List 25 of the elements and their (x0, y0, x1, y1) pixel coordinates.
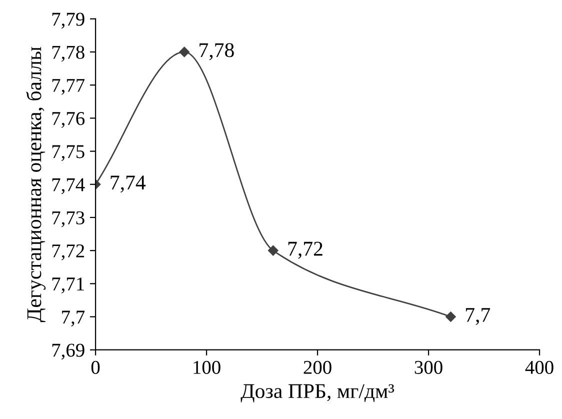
data-label: 7,7 (466, 308, 490, 325)
data-label: 7,74 (110, 176, 146, 193)
point (179, 46, 190, 58)
x-axis-title: Доза ПРБ, мг/дм³ (240, 384, 394, 402)
point (268, 245, 278, 256)
y-tick-label: 7,79 (52, 12, 84, 29)
x-tick-label: 100 (194, 360, 220, 374)
y-tick-label: 7,75 (52, 145, 84, 161)
y-tick-label: 7,74 (52, 178, 85, 194)
y-tick-label: 7,72 (52, 244, 84, 260)
data-label: 7,72 (288, 242, 322, 259)
y-tick-label: 7,71 (52, 278, 84, 294)
x-tick-label: 300 (414, 360, 442, 374)
y-tick-label: 7,69 (52, 344, 84, 360)
y-tick-label: 7,78 (52, 46, 84, 62)
point (446, 312, 456, 322)
y-tick-label: 7,76 (52, 112, 85, 128)
y-tick-label: 7,77 (52, 79, 85, 95)
y-tick-label: 7,73 (52, 211, 84, 228)
y-tick-label: 7,7 (62, 310, 85, 326)
x-tick-label: 400 (525, 360, 554, 374)
x-tick-label: 200 (304, 360, 332, 374)
data-label: 7,78 (200, 43, 234, 60)
y-axis-title: Дегустационная оценка, баллы (26, 46, 46, 322)
x-tick-label: 0 (91, 360, 100, 374)
